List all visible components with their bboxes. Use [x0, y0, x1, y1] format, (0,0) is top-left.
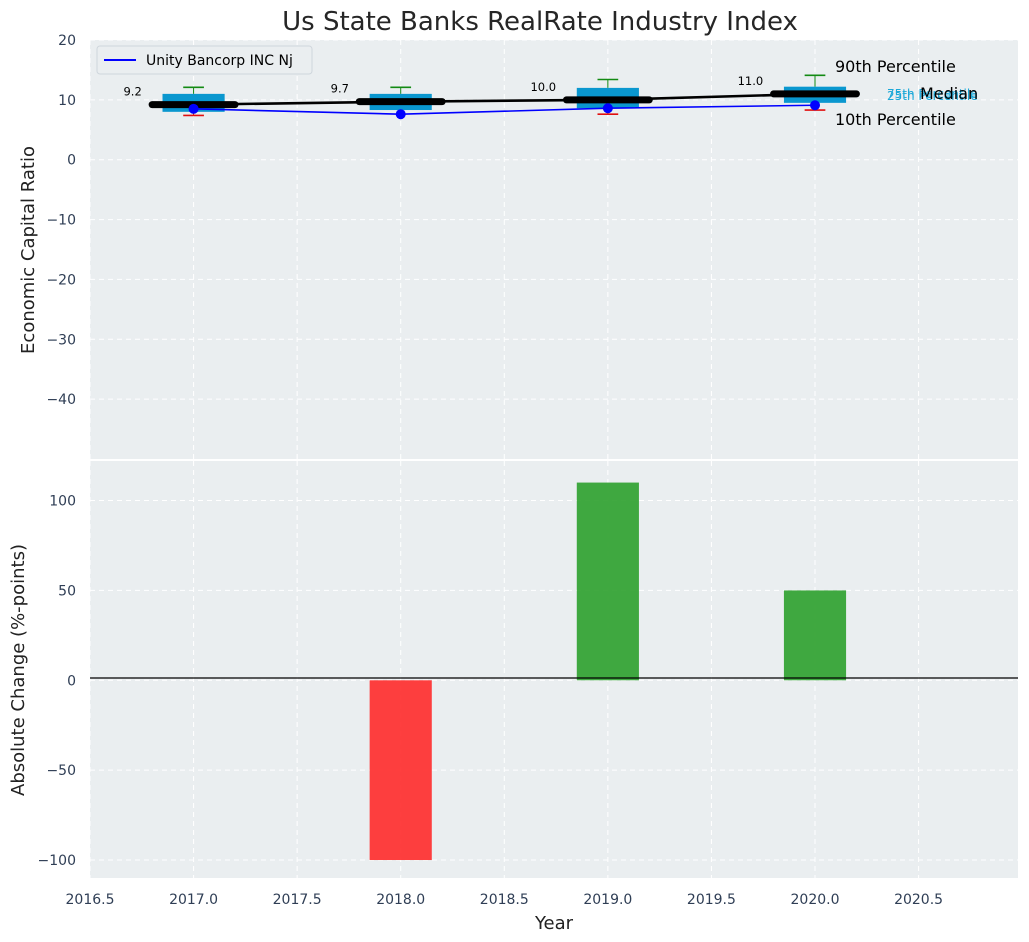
legend: Unity Bancorp INC Nj [96, 45, 313, 75]
p75-label: 75th Percentile [887, 87, 978, 101]
x-axis-label: Year [534, 913, 574, 934]
median-line [193, 92, 816, 106]
change-bar [369, 680, 432, 861]
x-tick-label: 2018.5 [480, 892, 529, 908]
x-tick-label: 2017.0 [169, 892, 218, 908]
top-y-tick-label: 20 [58, 33, 76, 49]
top-grid [89, 39, 1018, 459]
bottom-y-tick-label: 100 [49, 494, 76, 510]
change-bar [783, 590, 847, 681]
series-point [810, 100, 820, 111]
chart-title: Us State Banks RealRate Industry Index [282, 7, 798, 37]
change-bar [576, 482, 639, 681]
bottom-plot-area [90, 461, 1018, 878]
p25-label: 25th Percentile [887, 89, 978, 103]
top-y-tick-label: 0 [67, 153, 76, 169]
top-y-tick-label: −10 [46, 213, 76, 229]
p90-label: 90th Percentile [835, 57, 956, 76]
x-tick-label: 2019.0 [583, 892, 632, 908]
top-y-ticks: 20 10 0 −10 −20 −30 −40 [46, 33, 76, 408]
series-point [602, 103, 613, 114]
series-point [188, 103, 199, 114]
x-tick-label: 2018.0 [376, 892, 425, 908]
bottom-y-ticks: 100 50 0 −50 −100 [38, 494, 76, 869]
top-y-tick-label: 10 [58, 93, 76, 109]
legend-label: Unity Bancorp INC Nj [146, 53, 293, 69]
top-y-axis-label: Economic Capital Ratio [18, 146, 39, 354]
median-value-label: 9.7 [331, 82, 349, 96]
median-value-label: 11.0 [738, 74, 764, 88]
bottom-y-tick-label: 0 [67, 673, 76, 689]
median-value-label: 10.0 [530, 80, 556, 94]
p10-label: 10th Percentile [835, 110, 956, 129]
change-bars [369, 482, 847, 861]
percentile-boxes: 9.2 9.7 10.0 11.0 [123, 74, 860, 117]
top-y-tick-label: −30 [46, 332, 76, 348]
x-tick-label: 2020.5 [894, 892, 943, 908]
top-y-tick-label: −40 [46, 392, 76, 408]
bottom-y-tick-label: −50 [46, 763, 76, 779]
top-y-tick-label: −20 [46, 272, 76, 288]
x-ticks: 2016.5 2017.0 2017.5 2018.0 2018.5 2019.0 2019… [66, 892, 944, 908]
x-tick-label: 2020.0 [791, 892, 840, 908]
median-label: Median [920, 84, 978, 103]
x-tick-label: 2017.5 [273, 892, 322, 908]
series-point [395, 109, 406, 120]
bottom-y-tick-label: 50 [58, 583, 76, 599]
series-line [193, 104, 816, 116]
median-value-label: 9.2 [123, 85, 141, 99]
bottom-y-axis-label: Absolute Change (%-points) [8, 544, 29, 796]
x-tick-label: 2016.5 [66, 892, 115, 908]
legend-box [96, 45, 313, 75]
x-tick-label: 2019.5 [687, 892, 736, 908]
bottom-y-tick-label: −100 [38, 853, 76, 869]
company-series [188, 100, 820, 120]
